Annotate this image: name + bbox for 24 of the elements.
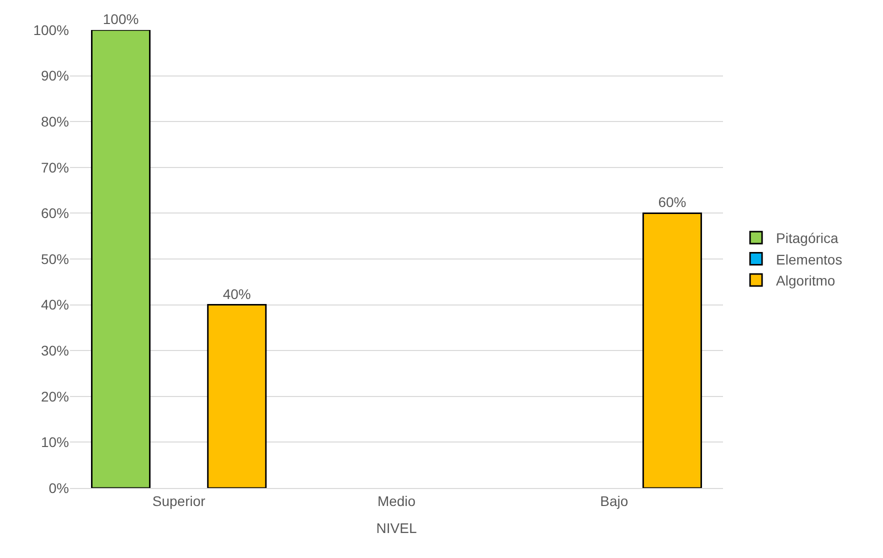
- y-tick-label: 80%: [40, 114, 69, 130]
- y-tick-label: 40%: [40, 296, 69, 313]
- data-label: 60%: [658, 194, 686, 210]
- legend-label: Elementos: [776, 251, 842, 268]
- bar: [642, 212, 702, 488]
- x-axis-title: NIVEL: [376, 520, 417, 536]
- y-tick-label: 100%: [33, 22, 69, 38]
- bar: [207, 304, 267, 488]
- y-tick-label: 30%: [40, 342, 69, 358]
- data-label: 100%: [102, 11, 139, 27]
- x-tick-label: Superior: [152, 492, 206, 509]
- y-tick-label: 70%: [40, 159, 69, 176]
- y-tick-label: 60%: [40, 205, 69, 222]
- bar: [91, 30, 151, 488]
- y-tick-label: 0%: [48, 480, 69, 496]
- y-tick-label: 90%: [40, 68, 69, 84]
- x-tick-label: Bajo: [600, 492, 628, 509]
- y-tick-label: 20%: [40, 388, 69, 404]
- x-tick-label: Medio: [377, 492, 416, 509]
- y-tick-label: 10%: [40, 434, 69, 450]
- y-tick-label: 50%: [40, 250, 69, 267]
- legend-label: Pitagórica: [776, 230, 839, 246]
- legend-label: Algoritmo: [776, 272, 836, 288]
- data-label: 40%: [222, 286, 251, 302]
